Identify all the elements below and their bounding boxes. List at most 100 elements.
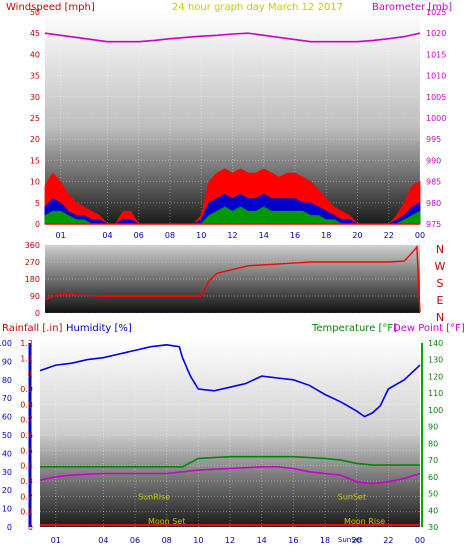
direction-tick-label: 90 bbox=[30, 292, 40, 301]
humidity-tick-label: 80 bbox=[2, 376, 12, 385]
rainfall-tick-label: 0.8 bbox=[20, 400, 33, 409]
direction-panel bbox=[45, 245, 420, 313]
wind-tick-label: 20 bbox=[30, 135, 40, 144]
sun-moon-label: Moon Rise bbox=[344, 517, 385, 526]
barometer-tick-label: 1005 bbox=[426, 93, 446, 102]
wind-tick-label: 35 bbox=[30, 72, 40, 81]
wind-x-tick-label: 20 bbox=[352, 231, 362, 240]
humidity-tick-label: 70 bbox=[2, 394, 12, 403]
rainfall-tick-label: 0.9 bbox=[20, 385, 33, 394]
wind-tick-label: 45 bbox=[30, 29, 40, 38]
compass-label: W bbox=[435, 260, 446, 273]
wind-tick-label: 0 bbox=[35, 220, 40, 229]
wind-x-tick-label: 18 bbox=[321, 231, 331, 240]
barometer-tick-label: 995 bbox=[426, 135, 441, 144]
barometer-tick-label: 985 bbox=[426, 178, 441, 187]
humidity-x-tick-label: 12 bbox=[225, 536, 235, 545]
rainfall-tick-label: 0.6 bbox=[20, 431, 33, 440]
series-dew_point bbox=[39, 466, 421, 485]
rainfall-axis-title: Rainfall [.in] bbox=[2, 323, 63, 334]
wind-tick-label: 25 bbox=[30, 114, 40, 123]
dewpoint-axis-title: Dew Point [°F] bbox=[393, 323, 465, 334]
temperature-axis-title: Temperature [°F] bbox=[311, 323, 397, 334]
humidity-x-tick-label: 16 bbox=[288, 536, 298, 545]
humidity-x-tick-label: 10 bbox=[193, 536, 203, 545]
direction-tick-label: 270 bbox=[25, 258, 40, 267]
wind-x-tick-label: 22 bbox=[384, 231, 394, 240]
humidity-x-tick-label: 22 bbox=[383, 536, 393, 545]
humidity-tick-label: 40 bbox=[2, 449, 12, 458]
barometer-axis-title: Barometer [mb] bbox=[372, 2, 452, 13]
humidity-tick-label: 0 bbox=[7, 523, 12, 532]
temperature-tick-label: 50 bbox=[428, 490, 438, 499]
wind-tick-label: 30 bbox=[30, 93, 40, 102]
direction-tick-label: 360 bbox=[25, 241, 40, 250]
temperature-tick-label: 100 bbox=[428, 406, 443, 415]
direction-tick-label: 0 bbox=[35, 309, 40, 318]
humidity-x-tick-label: 08 bbox=[162, 536, 172, 545]
temperature-tick-label: 80 bbox=[428, 439, 438, 448]
compass-label: N bbox=[436, 311, 444, 324]
sun-moon-label: Moon Set bbox=[148, 517, 185, 526]
temperature-tick-label: 90 bbox=[428, 423, 438, 432]
wind-x-tick-label: 16 bbox=[290, 231, 300, 240]
wind-x-tick-label: 08 bbox=[165, 231, 175, 240]
wind-tick-label: 5 bbox=[35, 199, 40, 208]
humidity-tick-label: 60 bbox=[2, 413, 12, 422]
temperature-tick-label: 130 bbox=[428, 356, 443, 365]
humidity-x-tick-label: 00 bbox=[415, 536, 425, 545]
rainfall-tick-label: 1.1 bbox=[20, 354, 33, 363]
sun-moon-label: SunRise bbox=[138, 492, 170, 501]
temperature-tick-label: 30 bbox=[428, 523, 438, 532]
wind-x-tick-label: 06 bbox=[134, 231, 144, 240]
rainfall-tick-label: 0.7 bbox=[20, 416, 33, 425]
temperature-tick-label: 60 bbox=[428, 473, 438, 482]
bottom-sunset-label: SunSet bbox=[338, 536, 363, 544]
wind-tick-label: 50 bbox=[30, 8, 40, 17]
barometer-tick-label: 990 bbox=[426, 156, 441, 165]
barometer-tick-label: 1000 bbox=[426, 114, 446, 123]
barometer-tick-label: 1010 bbox=[426, 72, 446, 81]
wind-x-tick-label: 14 bbox=[259, 231, 269, 240]
wind-x-tick-label: 12 bbox=[227, 231, 237, 240]
humidity-axis-title: Humidity [%] bbox=[66, 323, 132, 334]
series-barometer bbox=[44, 32, 421, 43]
axis-labels: 0510152025303540455097598098599099510001… bbox=[0, 8, 446, 545]
wind-x-tick-label: 04 bbox=[102, 231, 112, 240]
wind-x-tick-label: 01 bbox=[56, 231, 66, 240]
humidity-tick-label: 30 bbox=[2, 468, 12, 477]
temperature-tick-label: 140 bbox=[428, 339, 443, 348]
temperature-tick-label: 120 bbox=[428, 372, 443, 381]
barometer-tick-label: 1025 bbox=[426, 8, 446, 17]
rainfall-tick-label: 0.4 bbox=[20, 462, 33, 471]
humidity-tick-label: 90 bbox=[2, 357, 12, 366]
series-direction bbox=[44, 245, 421, 313]
wind-tick-label: 15 bbox=[30, 156, 40, 165]
rainfall-tick-label: 0.2 bbox=[20, 492, 33, 501]
humidity-tick-label: 10 bbox=[2, 505, 12, 514]
barometer-tick-label: 1015 bbox=[426, 50, 446, 59]
humidity-x-tick-label: 01 bbox=[51, 536, 61, 545]
humidity-panel bbox=[40, 337, 420, 527]
wind-x-tick-label: 00 bbox=[415, 231, 425, 240]
rainfall-tick-label: 0.3 bbox=[20, 477, 33, 486]
humidity-x-tick-label: 14 bbox=[257, 536, 267, 545]
windspeed-axis-title: Windspeed [mph] bbox=[6, 2, 95, 13]
direction-tick-label: 180 bbox=[25, 275, 40, 284]
wind-tick-label: 10 bbox=[30, 178, 40, 187]
humidity-tick-label: 100 bbox=[0, 339, 12, 348]
humidity-x-tick-label: 20 bbox=[352, 536, 362, 545]
grid-lines bbox=[40, 11, 421, 528]
wind-tick-label: 40 bbox=[30, 50, 40, 59]
humidity-x-tick-label: 06 bbox=[130, 536, 140, 545]
compass-label: E bbox=[437, 294, 444, 307]
humidity-tick-label: 50 bbox=[2, 431, 12, 440]
series-humidity bbox=[39, 343, 421, 418]
humidity-x-tick-label: 04 bbox=[98, 536, 108, 545]
compass-label: S bbox=[437, 277, 444, 290]
series-temperature bbox=[40, 455, 420, 468]
chart-marks bbox=[28, 32, 423, 527]
temperature-tick-label: 40 bbox=[428, 506, 438, 515]
